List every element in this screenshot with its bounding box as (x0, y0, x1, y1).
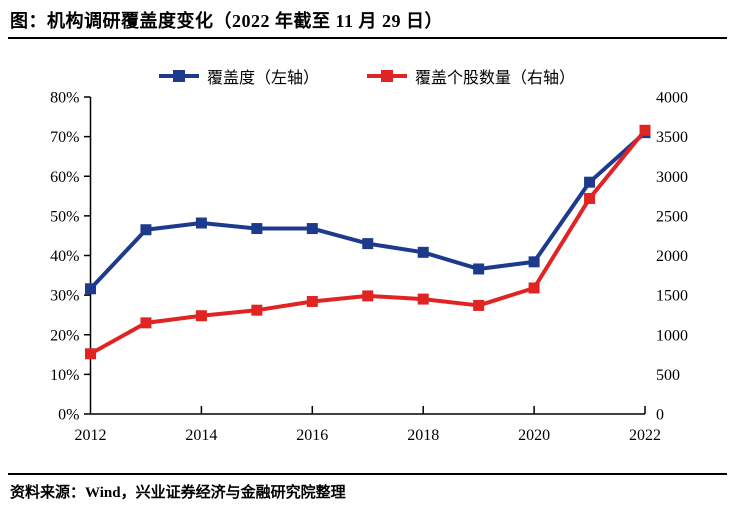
coverage-series-marker-icon (158, 70, 199, 82)
left-axis-ticks: 0% 10% 20% 30% 40% 50% 60% 70% 80% (50, 90, 91, 424)
data-point-marker (251, 304, 263, 316)
data-point-marker (362, 238, 374, 250)
left-axis-tick-label: 10% (50, 367, 79, 384)
right-axis-tick-label: 2500 (656, 208, 688, 225)
data-point-marker (306, 223, 318, 235)
data-point-marker (473, 263, 485, 275)
left-axis-tick-label: 80% (50, 90, 79, 107)
x-axis-ticks: 2012 2014 2016 2018 2020 2022 (75, 406, 661, 444)
source-text: 资料来源：Wind，兴业证券经济与金融研究院整理 (10, 485, 346, 501)
right-axis-tick-label: 500 (656, 367, 680, 384)
right-axis-ticks: 0 500 1000 1500 2000 2500 3000 3500 4000 (656, 90, 688, 424)
x-axis-tick-label: 2016 (296, 427, 328, 444)
data-point-marker (362, 290, 374, 302)
data-point-marker (251, 223, 263, 235)
left-axis-tick-label: 60% (50, 169, 79, 186)
left-axis-tick-label: 0% (58, 407, 79, 424)
left-axis-tick-label: 30% (50, 288, 79, 305)
data-point-marker (584, 176, 596, 188)
data-point-marker (584, 192, 596, 204)
left-axis-tick-label: 40% (50, 248, 79, 265)
legend-label-coverage: 覆盖度（左轴） (206, 70, 319, 87)
data-point-marker (140, 224, 152, 236)
data-point-marker (639, 124, 651, 136)
legend-item-stock-count: 覆盖个股数量（右轴） (367, 64, 575, 88)
title-underline-divider (8, 37, 727, 39)
data-point-marker (417, 246, 429, 258)
right-axis-tick-label: 1000 (656, 327, 688, 344)
data-point-marker (85, 283, 96, 295)
coverage-series (85, 127, 651, 295)
data-point-marker (306, 295, 318, 307)
data-point-marker (528, 282, 540, 294)
data-point-marker (140, 317, 152, 329)
coverage-line (88, 130, 647, 291)
right-axis-tick-label: 1500 (656, 288, 688, 305)
page-title: 图：机构调研覆盖度变化（2022 年截至 11 月 29 日） (10, 11, 444, 31)
x-axis-tick-label: 2022 (629, 427, 661, 444)
legend-item-coverage: 覆盖度（左轴） (158, 64, 319, 88)
stock-count-series (85, 124, 651, 360)
axes (89, 97, 645, 415)
left-axis-tick-label: 70% (50, 129, 79, 146)
x-axis-tick-label: 2012 (75, 427, 107, 444)
data-point-marker (195, 310, 207, 322)
left-axis-tick-label: 20% (50, 327, 79, 344)
right-axis-tick-label: 4000 (656, 90, 688, 107)
chart-legend: 覆盖度（左轴） 覆盖个股数量（右轴） (0, 63, 734, 89)
data-point-marker (528, 256, 540, 268)
data-point-marker (473, 299, 485, 311)
right-axis-tick-label: 3500 (656, 129, 688, 146)
right-axis-tick-label: 2000 (656, 248, 688, 265)
right-axis-tick-label: 3000 (656, 169, 688, 186)
x-axis-tick-label: 2014 (185, 427, 217, 444)
data-point-marker (195, 217, 207, 229)
legend-label-stock-count: 覆盖个股数量（右轴） (415, 70, 576, 87)
source-divider (8, 473, 727, 475)
stock-count-series-marker-icon (367, 70, 407, 82)
left-axis-tick-label: 50% (50, 208, 79, 225)
x-axis-tick-label: 2020 (518, 427, 550, 444)
data-point-marker (417, 293, 429, 305)
data-point-marker (85, 348, 96, 360)
line-chart: 0% 10% 20% 30% 40% 50% 60% 70% 80% 0 500 1000 1500 20… (50, 90, 688, 445)
x-axis-tick-label: 2018 (407, 427, 439, 444)
right-axis-tick-label: 0 (656, 407, 664, 424)
